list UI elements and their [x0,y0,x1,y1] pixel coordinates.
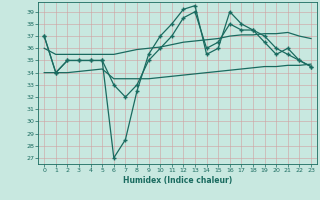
X-axis label: Humidex (Indice chaleur): Humidex (Indice chaleur) [123,176,232,185]
